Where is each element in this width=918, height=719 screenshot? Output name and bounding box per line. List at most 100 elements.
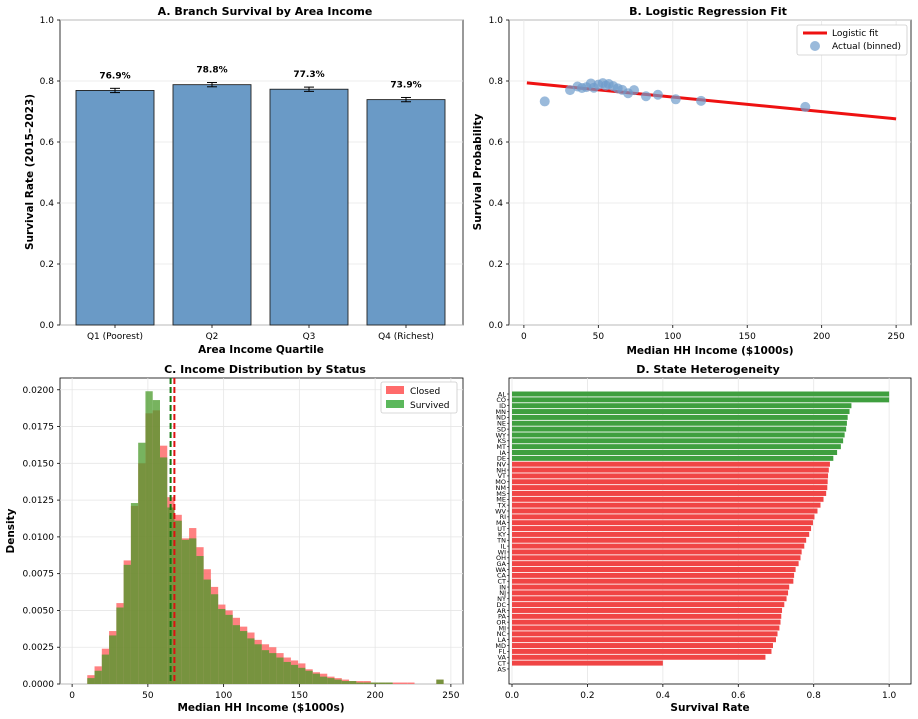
- c-ytick-label: 0.0200: [23, 386, 55, 396]
- d-state-label: CT: [497, 659, 506, 667]
- d-state-label: VA: [498, 654, 507, 662]
- d-xtick-label: 0.0: [505, 691, 520, 701]
- d-state-label: CA: [497, 572, 507, 580]
- panel-b-frame: [508, 19, 912, 326]
- c-ytick-label: 0.0150: [23, 459, 55, 469]
- d-state-bar: [512, 414, 848, 420]
- a-ytick-label: 0.4: [40, 199, 55, 209]
- d-state-bar: [512, 555, 801, 561]
- c-survived-bar: [130, 503, 139, 684]
- d-state-bar: [512, 426, 847, 432]
- a-xtick-label: Q2: [206, 332, 219, 342]
- c-survived-bar: [189, 538, 197, 684]
- c-survived-bar: [101, 654, 110, 684]
- panel-a-ylabel: Survival Rate (2015–2023): [24, 94, 36, 250]
- d-state-label: WY: [496, 431, 506, 439]
- d-state-label: ND: [496, 414, 506, 422]
- b-scatter-point: [539, 96, 550, 107]
- d-xtick-label: 0.8: [807, 691, 822, 701]
- panel-c-xlabel: Median HH Income ($1000s): [177, 702, 344, 714]
- a-ytick-label: 0.2: [40, 260, 54, 270]
- d-state-label: RI: [500, 513, 507, 521]
- d-state-bar: [512, 567, 796, 572]
- panel-c-ticks: 0.0000 0.0025 0.0050 0.0075 0.0100 0.0125 0.01…: [23, 386, 460, 701]
- d-state-label: WV: [495, 507, 506, 515]
- a-xtick-label: Q3: [303, 332, 316, 342]
- d-state-bar: [512, 438, 844, 444]
- c-survived-bar: [378, 682, 386, 684]
- c-survived-bar: [203, 579, 211, 684]
- d-state-label: VT: [498, 472, 506, 480]
- c-survived-bar: [239, 631, 248, 684]
- c-xtick-label: 250: [442, 691, 459, 701]
- c-survived-bar: [87, 678, 95, 684]
- d-state-bar: [512, 403, 852, 409]
- a-bar: [75, 90, 155, 326]
- d-state-bar: [512, 455, 834, 461]
- panel-b-grid: [509, 19, 911, 326]
- d-state-label: ME: [496, 496, 506, 504]
- c-survived-bar: [283, 661, 291, 684]
- c-survived-bar: [159, 457, 168, 684]
- panel-a: A. Branch Survival by Area Income Area I…: [24, 5, 464, 356]
- d-state-label: OH: [496, 554, 506, 562]
- d-state-bar: [512, 619, 781, 625]
- d-state-label: MS: [496, 490, 506, 498]
- d-state-bar: [512, 572, 795, 578]
- c-survived-bar: [319, 676, 328, 684]
- c-survived-bar: [196, 556, 204, 684]
- c-survived-bar: [298, 667, 306, 684]
- b-scatter-point: [629, 85, 640, 96]
- a-ytick-label: 0.0: [40, 321, 55, 331]
- d-state-bar: [512, 514, 815, 520]
- panel-a-ticks: 0.0 0.2 0.4 0.6 0.8 1.0 Q1 (Poorest) Q2 Q3 Q4 (Ri…: [40, 16, 434, 342]
- d-state-label: NM: [496, 484, 506, 492]
- d-state-label: MT: [496, 443, 506, 451]
- a-bar-label: 73.9%: [390, 80, 421, 90]
- legend-actual-swatch: [810, 41, 820, 51]
- d-state-bar: [512, 549, 802, 555]
- panel-b-title: B. Logistic Regression Fit: [629, 5, 787, 18]
- panel-d-title: D. State Heterogeneity: [636, 363, 779, 376]
- d-state-bar: [512, 461, 830, 467]
- d-state-bar: [512, 432, 845, 438]
- c-survived-bar: [312, 673, 320, 684]
- d-state-label: NV: [497, 461, 507, 469]
- d-state-bar: [512, 467, 829, 473]
- b-scatter-point: [640, 91, 651, 102]
- d-state-label: AR: [497, 607, 506, 615]
- c-survived-bar: [152, 400, 160, 684]
- b-scatter-point: [800, 101, 811, 112]
- b-ytick-label: 0.0: [489, 321, 504, 331]
- d-xtick-label: 0.6: [731, 691, 746, 701]
- panel-c-plot: [87, 378, 444, 684]
- c-survived-bar: [305, 670, 313, 684]
- d-state-bar: [512, 561, 799, 567]
- a-bar-label: 78.8%: [196, 66, 227, 76]
- c-survived-bar: [370, 682, 379, 684]
- b-ytick-label: 1.0: [489, 16, 504, 26]
- d-state-bar: [512, 543, 805, 549]
- d-state-bar: [512, 496, 824, 502]
- d-state-label: SD: [497, 425, 506, 433]
- b-ytick-label: 0.2: [489, 260, 503, 270]
- d-state-bar: [512, 643, 773, 649]
- c-survived-bar: [94, 670, 102, 684]
- d-state-label: DC: [496, 601, 506, 609]
- a-bar: [269, 88, 349, 326]
- c-survived-bar: [218, 608, 226, 684]
- c-survived-bar: [363, 682, 371, 684]
- d-xtick-label: 1.0: [882, 691, 897, 701]
- legend-closed-swatch: [386, 386, 404, 394]
- d-state-label: CT: [497, 578, 506, 586]
- legend-survived-swatch: [386, 400, 404, 408]
- a-ytick-label: 0.6: [40, 138, 55, 148]
- c-survived-bar: [123, 564, 131, 684]
- c-closed-bar: [399, 682, 408, 684]
- c-survived-bar: [138, 442, 146, 684]
- d-state-label: PA: [498, 613, 507, 621]
- d-state-bar: [512, 584, 790, 590]
- c-ytick-label: 0.0175: [23, 423, 55, 433]
- d-state-label: NH: [496, 466, 506, 474]
